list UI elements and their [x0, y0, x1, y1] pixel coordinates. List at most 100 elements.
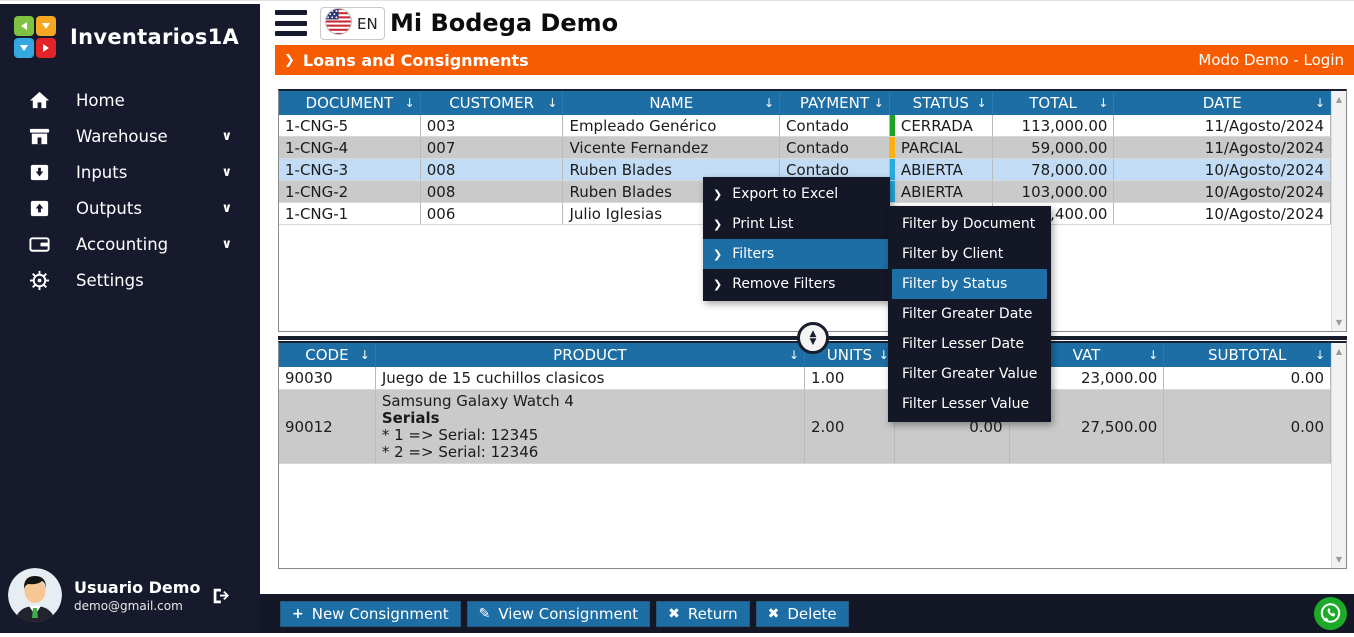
status-color-bar	[889, 159, 895, 180]
submenu-item-filter-greater-date[interactable]: Filter Greater Date	[902, 306, 1033, 322]
user-meta: Usuario Demo demo@gmail.com	[74, 578, 200, 613]
cell-subtotal: 0.00	[1164, 390, 1331, 463]
brand-name: Inventarios1A	[70, 25, 240, 49]
sort-icon: ↓	[788, 348, 799, 362]
cell-product: Juego de 15 cuchillos clasicos	[376, 367, 805, 389]
sidebar-item-inputs[interactable]: Inputs ∨	[0, 154, 260, 190]
scrollbar[interactable]: ▲ ▼	[1331, 91, 1346, 331]
submenu-item-filter-lesser-value[interactable]: Filter Lesser Value	[902, 396, 1030, 412]
cell-price: 0.00	[895, 390, 1010, 463]
column-header-total[interactable]: TOTAL ↓	[993, 91, 1115, 115]
cell-vat: 23,000.00	[1010, 367, 1165, 389]
cell-document: 1-CNG-3	[279, 159, 421, 180]
column-header-product[interactable]: PRODUCT ↓	[376, 343, 805, 367]
menu-item-export-to-excel[interactable]: ❯ Export to Excel	[713, 186, 839, 202]
chevron-down-icon: ∨	[221, 128, 232, 144]
x-icon: ✖	[668, 605, 680, 622]
sidebar-item-accounting[interactable]: Accounting ∨	[0, 226, 260, 262]
user-email: demo@gmail.com	[74, 598, 183, 613]
context-menu: ❯ Export to Excel ❯ Print List ❯ Filters ❯ R…	[703, 177, 890, 301]
cell-document: 1-CNG-4	[279, 137, 421, 158]
sidebar-item-outputs[interactable]: Outputs ∨	[0, 190, 260, 226]
sidebar-item-label: Home	[76, 90, 125, 110]
logout-icon[interactable]	[210, 587, 230, 609]
table-row[interactable]: 1-CNG-5 003 Empleado Genérico Contado CE…	[279, 115, 1331, 137]
table-row[interactable]: 90030 Juego de 15 cuchillos clasicos 1.0…	[279, 367, 1331, 390]
column-header-date[interactable]: DATE ↓	[1114, 91, 1332, 115]
scrollbar[interactable]: ▲ ▼	[1331, 343, 1346, 568]
hamburger-menu-icon[interactable]	[275, 10, 307, 36]
cell-total: 78,000.00	[993, 159, 1115, 180]
language-code: EN	[357, 14, 378, 33]
splitter-handle-icon[interactable]: ▲ ▼	[797, 322, 829, 354]
consignments-table-header: DOCUMENT ↓ CUSTOMER ↓ NAME ↓ PAYMENT ↓ STATU…	[279, 91, 1332, 115]
menu-item-filters[interactable]: ❯ Filters	[703, 239, 890, 269]
user-profile[interactable]: Usuario Demo demo@gmail.com	[0, 563, 260, 627]
us-flag-icon	[325, 7, 352, 39]
app-logo-icon	[14, 16, 56, 58]
cell-date: 11/Agosto/2024	[1114, 137, 1331, 158]
home-icon	[26, 88, 52, 112]
cell-name: Ruben Blades	[563, 159, 781, 180]
cell-document: 1-CNG-5	[279, 115, 421, 136]
submenu-item-filter-by-status[interactable]: Filter by Status	[892, 269, 1047, 299]
inputs-icon	[26, 160, 52, 184]
sidebar-item-home[interactable]: Home	[0, 82, 260, 118]
submenu-item-filter-lesser-date[interactable]: Filter Lesser Date	[902, 336, 1025, 352]
section-banner: ❯ Loans and Consignments Modo Demo - Log…	[275, 45, 1354, 75]
cell-units: 2.00	[805, 390, 895, 463]
column-header-document[interactable]: DOCUMENT ↓	[279, 91, 421, 115]
demo-mode-login-link[interactable]: Modo Demo - Login	[1198, 51, 1344, 69]
plus-icon: +	[292, 605, 304, 622]
column-header-name[interactable]: NAME ↓	[563, 91, 781, 115]
menu-item-remove-filters[interactable]: ❯ Remove Filters	[713, 276, 836, 292]
table-row[interactable]: 1-CNG-4 007 Vicente Fernandez Contado PA…	[279, 137, 1331, 159]
scroll-down-icon[interactable]: ▼	[1335, 318, 1343, 327]
cell-product: Samsung Galaxy Watch 4 Serials * 1 => Se…	[376, 390, 805, 463]
cell-customer: 007	[421, 137, 564, 158]
scroll-up-icon[interactable]: ▲	[1335, 347, 1343, 356]
column-header-status[interactable]: STATUS ↓	[890, 91, 993, 115]
chevron-down-icon: ∨	[221, 236, 232, 252]
cell-code: 90030	[279, 367, 376, 389]
page-title: Mi Bodega Demo	[390, 9, 619, 37]
table-row-selected[interactable]: 1-CNG-3 008 Ruben Blades Contado ABIERTA…	[279, 159, 1331, 181]
warehouse-icon	[26, 124, 52, 148]
language-selector[interactable]: EN	[320, 7, 385, 40]
cell-status: ABIERTA	[889, 159, 993, 180]
sort-icon: ↓	[404, 96, 415, 110]
consignment-items-table: CODE ↓ PRODUCT ↓ UNITS ↓ VAT ↓ SUBTOTAL ↓ 900…	[278, 341, 1347, 569]
submenu-item-filter-by-document[interactable]: Filter by Document	[902, 216, 1036, 232]
table-row[interactable]: 1-CNG-1 006 Julio Iglesias 32,400.00 10/…	[279, 203, 1331, 225]
cell-payment: Contado	[780, 159, 890, 180]
column-header-subtotal[interactable]: SUBTOTAL ↓	[1164, 343, 1331, 367]
return-button[interactable]: ✖ Return	[656, 600, 750, 627]
cell-status: PARCIAL	[889, 137, 993, 158]
table-row[interactable]: 90012 Samsung Galaxy Watch 4 Serials * 1…	[279, 390, 1331, 464]
cell-name: Vicente Fernandez	[563, 137, 781, 158]
column-header-customer[interactable]: CUSTOMER ↓	[421, 91, 564, 115]
submenu-item-filter-by-client[interactable]: Filter by Client	[902, 246, 1004, 262]
whatsapp-button[interactable]	[1314, 597, 1347, 630]
scroll-down-icon[interactable]: ▼	[1335, 555, 1343, 564]
new-consignment-button[interactable]: + New Consignment	[280, 600, 461, 627]
sidebar-item-warehouse[interactable]: Warehouse ∨	[0, 118, 260, 154]
cell-document: 1-CNG-2	[279, 181, 421, 202]
sort-icon: ↓	[359, 348, 370, 362]
sidebar-nav: Home Warehouse ∨ Inputs ∨ Outpu	[0, 82, 260, 298]
delete-button[interactable]: ✖ Delete	[755, 600, 849, 627]
menu-item-print-list[interactable]: ❯ Print List	[713, 216, 794, 232]
cell-payment: Contado	[780, 115, 890, 136]
cell-status: ABIERTA	[889, 181, 993, 202]
sidebar-item-label: Outputs	[76, 198, 142, 218]
sidebar-item-settings[interactable]: Settings	[0, 262, 260, 298]
column-header-payment[interactable]: PAYMENT ↓	[780, 91, 890, 115]
sidebar-item-label: Inputs	[76, 162, 128, 182]
view-consignment-button[interactable]: ✎ View Consignment	[466, 600, 651, 627]
submenu-item-filter-greater-value[interactable]: Filter Greater Value	[902, 366, 1038, 382]
column-header-code[interactable]: CODE ↓	[279, 343, 376, 367]
scroll-up-icon[interactable]: ▲	[1335, 95, 1343, 104]
column-header-vat[interactable]: VAT ↓	[1010, 343, 1165, 367]
cell-date: 11/Agosto/2024	[1114, 115, 1331, 136]
